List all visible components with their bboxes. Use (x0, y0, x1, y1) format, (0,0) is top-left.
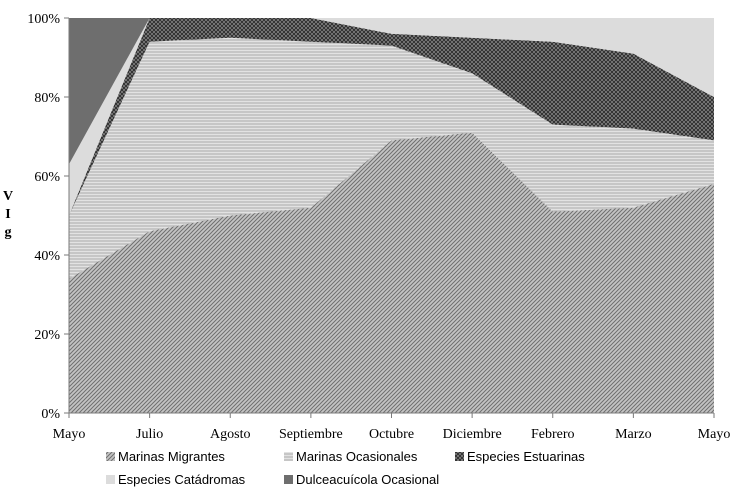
legend-item-especies-estuarinas: Especies Estuarinas (455, 449, 585, 464)
x-tick-label: Agosto (210, 427, 250, 442)
x-tick-label: Septiembre (279, 427, 343, 442)
x-tick-label: Mayo (698, 427, 731, 442)
y-tick-label: 80% (34, 91, 60, 106)
y-tick-label: 40% (34, 249, 60, 264)
legend-label: Especies Estuarinas (467, 449, 585, 464)
legend-label: Marinas Migrantes (118, 449, 225, 464)
legend-label: Especies Catádromas (118, 472, 246, 487)
legend-label: Dulceacuícola Ocasional (296, 472, 439, 487)
x-tick-label: Diciembre (443, 427, 502, 442)
legend-item-dulceacuicola-ocasional: Dulceacuícola Ocasional (284, 472, 439, 487)
x-tick-label: Febrero (531, 427, 575, 442)
x-tick-label: Marzo (615, 427, 652, 442)
x-tick-label: Julio (136, 427, 163, 442)
y-tick-label: 100% (27, 12, 60, 27)
y-axis-label: VIg (3, 189, 13, 240)
legend-swatch (106, 475, 115, 484)
x-tick-label: Mayo (53, 427, 86, 442)
area-dulceacuicola-ocasional (69, 18, 714, 165)
y-axis-label-char: g (5, 225, 12, 240)
y-tick-labels: 0% 20% 40% 60% 80% 100% (27, 12, 60, 422)
legend-item-especies-catadromas: Especies Catádromas (106, 472, 246, 487)
y-axis-label-char: I (5, 207, 10, 222)
legend-swatch (106, 452, 115, 461)
legend-swatch (284, 452, 293, 461)
y-tick-label: 20% (34, 328, 60, 343)
area-marinas-ocasionales (69, 37, 714, 279)
legend: Marinas Migrantes Marinas Ocasionales Espe… (106, 449, 585, 487)
y-axis-label-char: V (3, 189, 13, 204)
legend-label: Marinas Ocasionales (296, 449, 418, 464)
area-layers (69, 18, 714, 413)
y-tick-label: 0% (41, 407, 60, 422)
legend-swatch (284, 475, 293, 484)
x-tick-label: Octubre (369, 427, 414, 442)
area-especies-catadromas (69, 18, 714, 216)
area-marinas-migrantes (69, 132, 714, 413)
legend-item-marinas-ocasionales: Marinas Ocasionales (284, 449, 418, 464)
x-tick-labels: Mayo Julio Agosto Septiembre Octubre Diciembr… (53, 427, 731, 442)
y-tick-label: 60% (34, 170, 60, 185)
axes (64, 17, 715, 418)
legend-swatch (455, 452, 464, 461)
area-especies-estuarinas (69, 18, 714, 216)
legend-item-marinas-migrantes: Marinas Migrantes (106, 449, 225, 464)
